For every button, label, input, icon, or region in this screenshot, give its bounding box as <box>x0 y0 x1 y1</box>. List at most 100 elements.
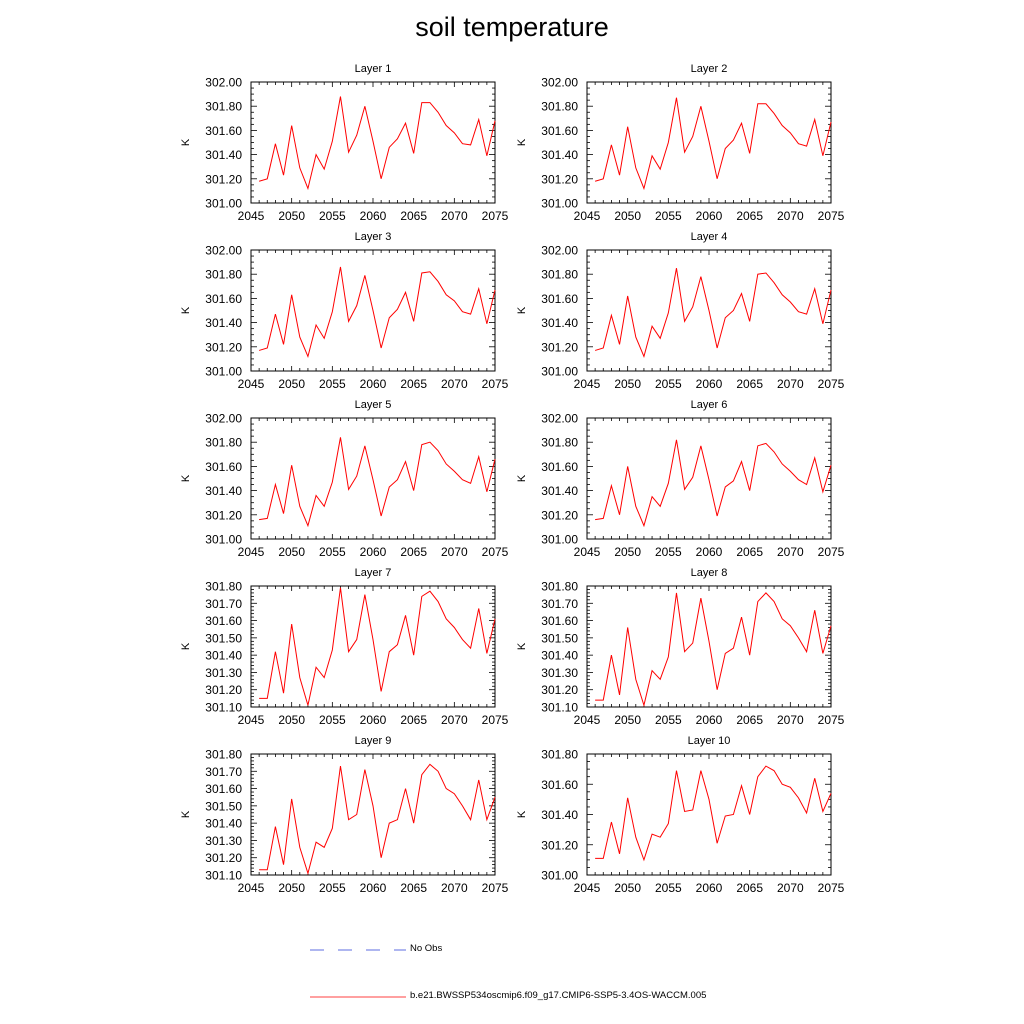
x-tick-label: 2060 <box>696 545 723 559</box>
x-tick-label: 2055 <box>655 881 682 895</box>
x-tick-label: 2075 <box>482 209 509 223</box>
y-tick-label: 301.50 <box>205 631 242 645</box>
x-tick-label: 2050 <box>278 713 305 727</box>
panel-layer-4: Layer 4 K 2045 2050 2055 2060 2065 2070 2075 301.… <box>516 231 845 391</box>
y-tick-label: 301.00 <box>205 365 242 379</box>
x-tick-label: 2055 <box>319 713 346 727</box>
y-axis-label: K <box>516 138 528 146</box>
y-tick-label: 301.20 <box>541 340 578 354</box>
x-tick-label: 2050 <box>614 545 641 559</box>
x-tick-label: 2070 <box>441 209 468 223</box>
y-axis-label: K <box>180 138 192 146</box>
panel-layer-3: Layer 3 K 2045 2050 2055 2060 2065 2070 2075 301.… <box>180 231 509 391</box>
x-tick-label: 2045 <box>574 209 601 223</box>
series-line <box>594 97 832 191</box>
x-tick-label: 2065 <box>736 713 763 727</box>
y-tick-label: 301.40 <box>205 484 242 498</box>
y-tick-label: 301.40 <box>541 148 578 162</box>
x-tick-label: 2055 <box>319 209 346 223</box>
x-tick-label: 2065 <box>736 545 763 559</box>
x-tick-label: 2065 <box>400 545 427 559</box>
y-tick-label: 301.40 <box>541 316 578 330</box>
series-line <box>594 268 832 359</box>
x-tick-label: 2070 <box>441 377 468 391</box>
series-line <box>258 266 496 359</box>
y-tick-label: 301.40 <box>541 808 578 822</box>
x-tick-label: 2070 <box>441 713 468 727</box>
y-tick-label: 301.40 <box>541 649 578 663</box>
panel-layer-1: Layer 1 K 2045 2050 2055 2060 2065 2070 2075 301.… <box>180 63 509 223</box>
panel-layer-8: Layer 8 K 2045 2050 2055 2060 2065 2070 2075 301.… <box>516 567 845 727</box>
panel-title: Layer 10 <box>688 735 731 747</box>
series-line <box>595 439 832 528</box>
x-tick-label: 2050 <box>614 713 641 727</box>
x-tick-label: 2055 <box>319 881 346 895</box>
x-tick-label: 2045 <box>574 377 601 391</box>
y-axis-label: K <box>180 810 192 818</box>
x-tick-label: 2075 <box>482 881 509 895</box>
y-tick-label: 301.20 <box>205 508 242 522</box>
x-tick-label: 2045 <box>238 209 265 223</box>
x-tick-label: 2055 <box>655 377 682 391</box>
y-tick-label: 301.50 <box>541 631 578 645</box>
panel-layer-9: Layer 9 K 2045 2050 2055 2060 2065 2070 2075 301.… <box>180 735 509 895</box>
y-tick-label: 301.70 <box>205 765 242 779</box>
x-tick-label: 2070 <box>777 377 804 391</box>
x-tick-label: 2065 <box>736 209 763 223</box>
series-line <box>258 96 496 191</box>
x-tick-label: 2065 <box>400 881 427 895</box>
plot-frame <box>586 585 832 708</box>
y-tick-label: 301.60 <box>541 292 578 306</box>
y-tick-label: 301.10 <box>205 869 242 883</box>
panel-layer-7: Layer 7 K 2045 2050 2055 2060 2065 2070 2075 301.… <box>180 567 509 727</box>
y-tick-label: 301.20 <box>205 172 242 186</box>
plot-frame <box>250 753 496 876</box>
y-tick-label: 301.40 <box>541 484 578 498</box>
x-tick-label: 2060 <box>696 881 723 895</box>
x-tick-label: 2065 <box>400 209 427 223</box>
y-tick-label: 301.60 <box>541 614 578 628</box>
x-tick-label: 2045 <box>238 881 265 895</box>
x-tick-label: 2060 <box>360 881 387 895</box>
y-tick-label: 301.60 <box>205 292 242 306</box>
y-tick-label: 301.20 <box>205 340 242 354</box>
y-tick-label: 301.00 <box>541 365 578 379</box>
x-tick-label: 2075 <box>482 377 509 391</box>
y-tick-label: 301.60 <box>541 124 578 138</box>
y-tick-label: 301.80 <box>205 100 242 114</box>
y-tick-label: 302.00 <box>205 76 242 90</box>
y-tick-label: 301.00 <box>541 197 578 211</box>
y-tick-label: 301.00 <box>541 533 578 547</box>
y-tick-label: 301.80 <box>205 580 242 594</box>
x-tick-label: 2075 <box>818 209 845 223</box>
x-tick-label: 2060 <box>360 713 387 727</box>
y-tick-label: 301.10 <box>205 701 242 715</box>
y-tick-label: 302.00 <box>541 244 578 258</box>
y-axis-label: K <box>180 306 192 314</box>
x-tick-label: 2055 <box>655 209 682 223</box>
x-tick-label: 2060 <box>696 713 723 727</box>
y-tick-label: 301.00 <box>205 197 242 211</box>
x-tick-label: 2050 <box>614 377 641 391</box>
y-tick-label: 301.10 <box>541 701 578 715</box>
panel-title: Layer 8 <box>691 567 728 579</box>
y-tick-label: 301.80 <box>541 100 578 114</box>
y-tick-label: 301.40 <box>205 649 242 663</box>
y-tick-label: 301.80 <box>205 748 242 762</box>
y-tick-label: 301.20 <box>205 851 242 865</box>
x-tick-label: 2075 <box>482 713 509 727</box>
y-tick-label: 301.50 <box>205 799 242 813</box>
y-tick-label: 301.80 <box>541 268 578 282</box>
panel-title: Layer 6 <box>691 399 728 411</box>
y-tick-label: 301.80 <box>205 268 242 282</box>
x-tick-label: 2075 <box>818 545 845 559</box>
y-tick-label: 301.40 <box>205 148 242 162</box>
x-tick-label: 2050 <box>614 209 641 223</box>
x-tick-label: 2075 <box>818 881 845 895</box>
y-tick-label: 302.00 <box>205 244 242 258</box>
y-tick-label: 301.70 <box>541 597 578 611</box>
y-tick-label: 301.80 <box>541 748 578 762</box>
y-tick-label: 301.70 <box>205 597 242 611</box>
x-tick-label: 2050 <box>614 881 641 895</box>
